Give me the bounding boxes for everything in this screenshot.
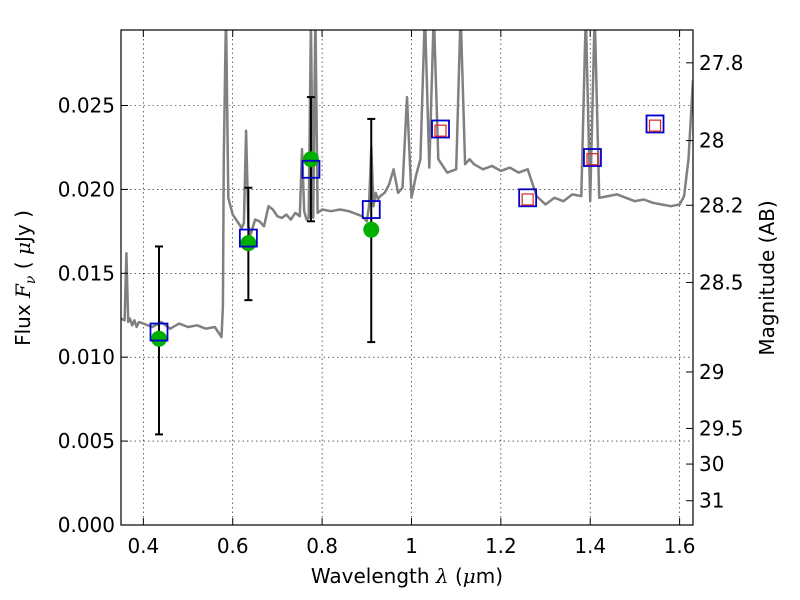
y2-tick-label: 28 [699,129,724,153]
x-tick-label: 0.6 [217,534,249,558]
y2-axis-title: Magnitude (AB) [755,200,779,355]
x-tick-label: 1.4 [574,534,606,558]
synthetic-flux-square [648,119,662,132]
y-tick-label: 0.020 [58,177,115,201]
y2-tick-label: 30 [699,452,724,476]
x-axis-title: Wavelength λ (μm) [311,564,503,588]
y2-tick-label: 28.5 [699,270,744,294]
model-flux-square [583,148,602,167]
synthetic-flux-square [434,124,447,137]
x-tick-label: 0.4 [127,534,159,558]
model-flux-square [431,119,450,139]
observed-flux-point [150,330,167,347]
model-flux-square [645,114,665,134]
plot-marks [121,30,693,436]
y2-tick-label: 29.5 [699,416,744,440]
x-tick-label: 1 [405,534,418,558]
y2-tick-label: 31 [699,489,724,513]
x-tick-label: 1.6 [664,534,696,558]
model-flux-square [238,228,258,248]
axis-ticks: 0.4 0.6 0.8 1 1.2 1.4 1.6 0.000 0.005 0.010 0.015 0… [58,30,744,558]
plot-frame [120,29,694,526]
model-flux-square [301,159,321,179]
y-tick-label: 0.010 [58,345,115,369]
y-axis-title: Flux Fν ( μJy ) [11,210,39,346]
x-tick-label: 1.2 [485,534,517,558]
model-flux-square [518,188,538,208]
synthetic-flux-square [586,153,599,166]
observed-flux-point [240,235,257,252]
observed-flux-point [363,221,380,238]
y2-tick-label: 28.2 [699,193,744,217]
y-tick-label: 0.025 [58,94,115,118]
y2-tick-label: 29 [699,360,724,384]
observed-flux-point [302,151,319,168]
model-flux-square [361,200,381,219]
synthetic-flux-square [521,193,534,206]
y-tick-label: 0.005 [58,429,115,453]
y-tick-label: 0.000 [58,513,115,537]
x-tick-label: 0.8 [306,534,338,558]
model-flux-square [149,322,169,342]
y2-tick-label: 27.8 [699,51,744,75]
y-tick-label: 0.015 [58,261,115,285]
